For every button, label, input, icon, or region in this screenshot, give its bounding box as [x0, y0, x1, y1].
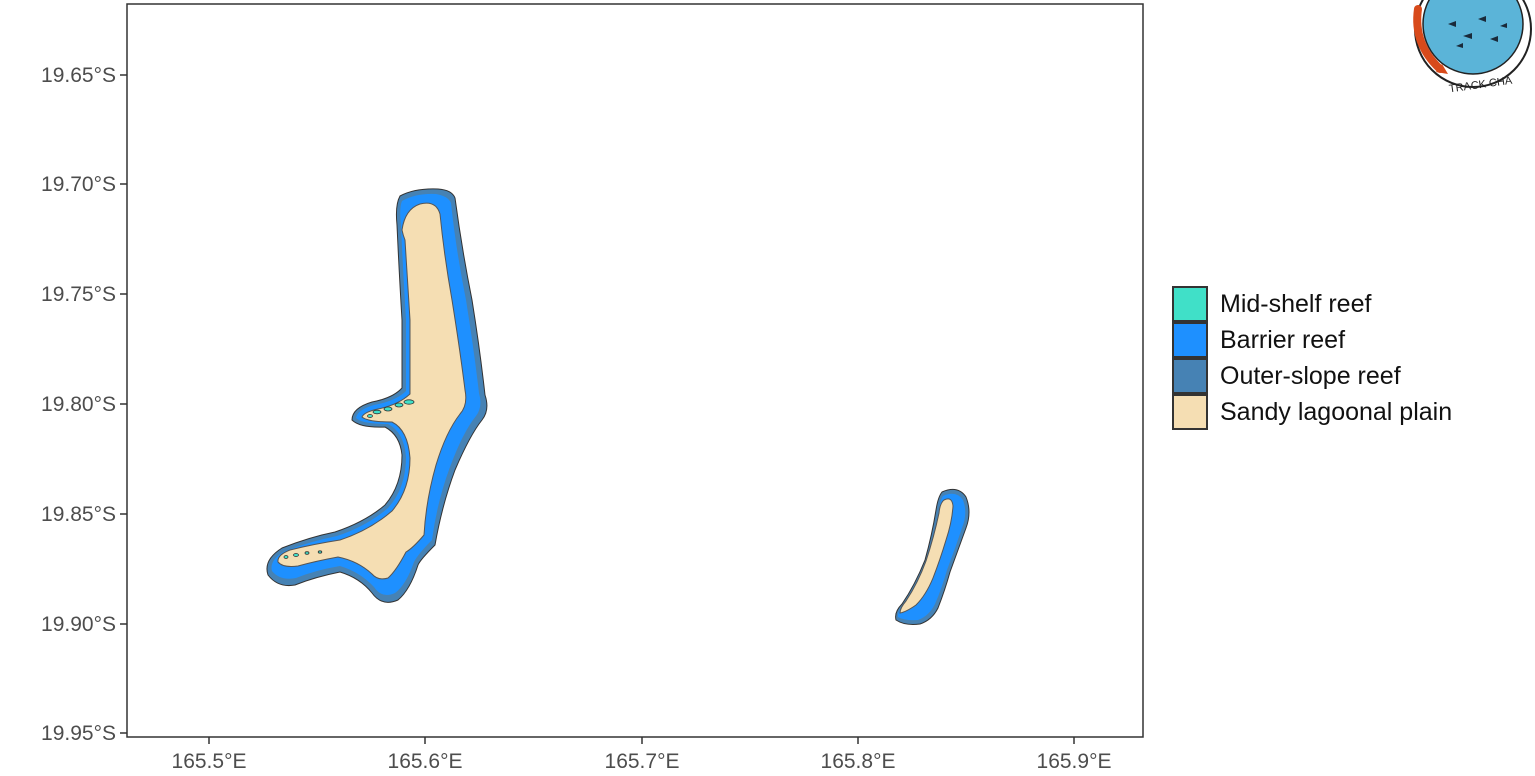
x-axis: 165.5°E 165.6°E 165.7°E 165.8°E 165.9°E	[172, 737, 1112, 773]
legend-item-sandy-lagoonal-plain: Sandy lagoonal plain	[1172, 394, 1452, 430]
y-tick-label: 19.75°S	[41, 283, 116, 306]
legend-label: Outer-slope reef	[1220, 361, 1401, 390]
legend: Mid-shelf reef Barrier reef Outer-slope …	[1172, 286, 1452, 430]
y-tick-label: 19.70°S	[41, 173, 116, 196]
legend-swatch	[1172, 358, 1208, 394]
y-tick-label: 19.85°S	[41, 503, 116, 526]
y-tick-label: 19.95°S	[41, 722, 116, 745]
legend-swatch	[1172, 394, 1208, 430]
legend-label: Sandy lagoonal plain	[1220, 397, 1453, 426]
x-tick-label: 165.6°E	[388, 750, 463, 773]
legend-item-outer-slope-reef: Outer-slope reef	[1172, 358, 1452, 394]
x-tick-label: 165.9°E	[1037, 750, 1112, 773]
x-tick-label: 165.7°E	[605, 750, 680, 773]
legend-swatch	[1172, 322, 1208, 358]
legend-item-mid-shelf-reef: Mid-shelf reef	[1172, 286, 1452, 322]
map-panel	[126, 3, 1144, 738]
east-sandy-lagoonal-plain	[899, 498, 954, 614]
west-reef-system	[266, 188, 488, 603]
legend-swatch	[1172, 286, 1208, 322]
y-tick-label: 19.80°S	[41, 393, 116, 416]
legend-item-barrier-reef: Barrier reef	[1172, 322, 1452, 358]
y-axis: 19.65°S 19.70°S 19.75°S 19.80°S 19.85°S …	[41, 64, 127, 745]
x-tick-label: 165.5°E	[172, 750, 247, 773]
fish-globe-logo-icon: TRACK CHA	[1413, 0, 1532, 94]
west-mid-shelf-reef-patches	[283, 399, 415, 559]
y-tick-label: 19.65°S	[41, 64, 116, 87]
legend-label: Barrier reef	[1220, 325, 1346, 354]
east-reef-system	[895, 488, 970, 625]
legend-label: Mid-shelf reef	[1220, 289, 1372, 318]
y-tick-label: 19.90°S	[41, 613, 116, 636]
west-sandy-lagoonal-plain	[277, 202, 467, 580]
x-tick-label: 165.8°E	[821, 750, 896, 773]
